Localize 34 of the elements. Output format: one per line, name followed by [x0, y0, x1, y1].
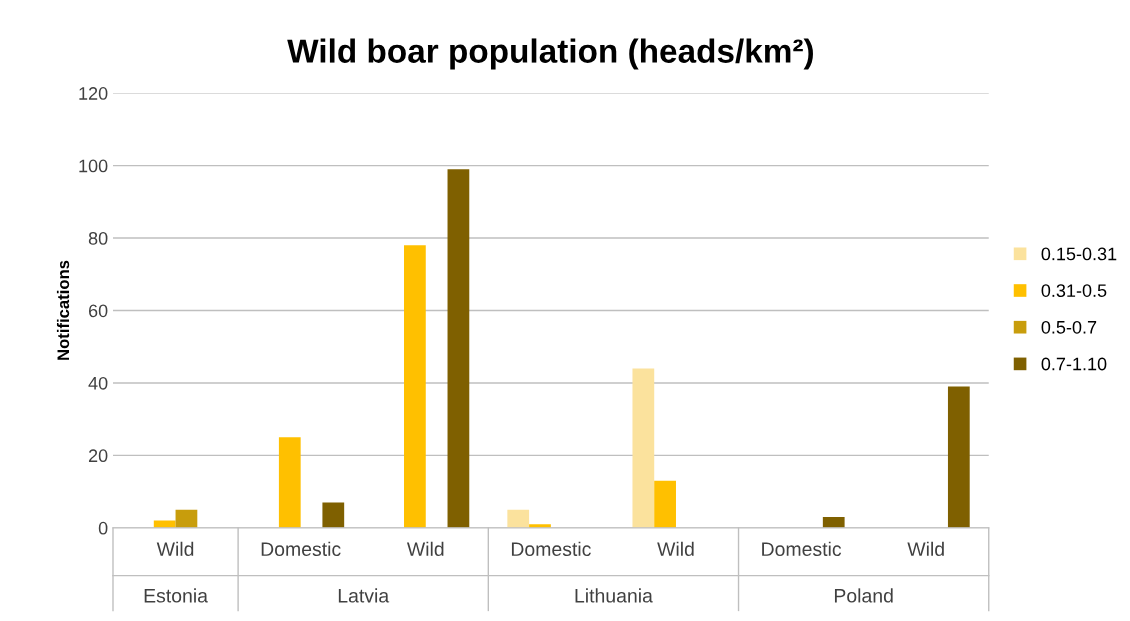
x-tick-label: Domestic — [511, 541, 591, 557]
x-tick-label: Wild — [657, 541, 694, 557]
y-axis-title: Notifications — [56, 260, 70, 360]
y-tick-label: 100 — [79, 159, 108, 173]
chart-title: Wild boar population (heads/km²) — [287, 38, 813, 70]
legend-label: 0.31-0.5 — [1041, 284, 1107, 297]
y-tick-label: 60 — [88, 304, 108, 318]
text: Lithuania — [575, 588, 653, 603]
bar — [278, 437, 301, 528]
y-tick-label: 20 — [88, 449, 108, 463]
legend-label: 0.7-1.10 — [1041, 357, 1107, 371]
bar — [654, 480, 676, 528]
legend-label: 0.5-0.7 — [1041, 320, 1097, 334]
bar — [947, 386, 970, 528]
y-tick-label: 40 — [88, 376, 108, 390]
x-tick-label: Domestic — [762, 541, 842, 557]
bar — [447, 169, 470, 528]
legend-label: 0.15-0.31 — [1041, 247, 1117, 261]
bar — [404, 245, 426, 528]
y-tick-label: 120 — [79, 87, 108, 100]
x-tick-label: Wild — [907, 541, 944, 557]
x-tick-label: Wild — [156, 541, 194, 557]
x-tick-label: Domestic — [261, 541, 341, 557]
text: Poland — [834, 588, 893, 603]
bar — [322, 502, 345, 528]
bar — [632, 368, 655, 528]
bar — [175, 509, 198, 528]
y-tick-label: 0 — [98, 521, 108, 535]
bar — [507, 509, 530, 528]
y-tick-label: 80 — [88, 231, 108, 245]
bar — [822, 516, 845, 528]
x-tick-label: Wild — [406, 541, 444, 557]
text: Estonia — [144, 588, 208, 603]
text: Latvia — [338, 588, 390, 603]
